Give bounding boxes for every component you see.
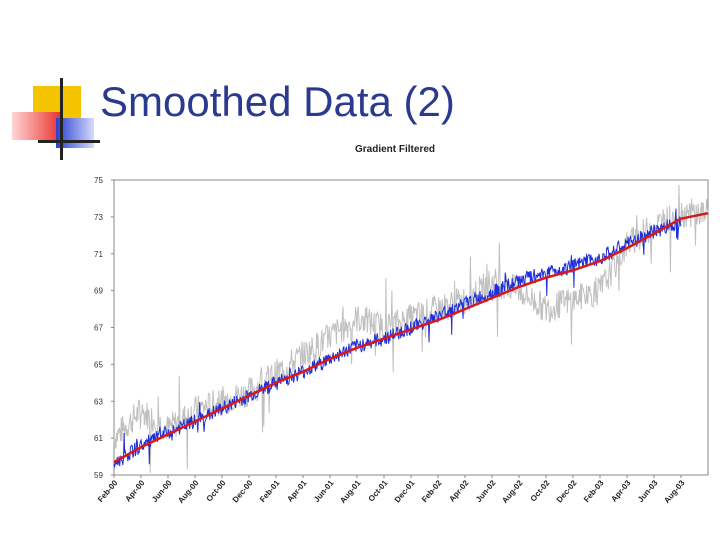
y-tick-label: 69: [94, 287, 103, 296]
x-tick-label: Aug-01: [338, 478, 363, 505]
chart-title: Gradient Filtered: [354, 144, 435, 155]
x-tick-label: Jun-02: [474, 478, 498, 504]
red-square-decoration: [12, 112, 62, 140]
horizontal-rule-decoration: [38, 140, 100, 143]
x-tick-label: Feb-03: [582, 478, 606, 504]
x-tick-label: Feb-01: [258, 478, 282, 504]
x-tick-label: Apr-02: [447, 478, 471, 504]
x-tick-label: Dec-02: [555, 478, 579, 504]
x-tick-label: Aug-03: [662, 478, 687, 505]
x-tick-label: Apr-03: [609, 478, 633, 504]
x-tick-label: Aug-00: [176, 478, 201, 505]
x-tick-label: Apr-00: [123, 478, 147, 504]
slide-title: Smoothed Data (2): [100, 78, 455, 125]
x-tick-label: Oct-00: [205, 478, 228, 503]
y-tick-label: 65: [94, 360, 103, 369]
y-tick-label: 61: [94, 434, 103, 443]
y-tick-label: 63: [94, 397, 103, 406]
y-tick-label: 73: [94, 213, 103, 222]
vertical-rule-decoration: [60, 78, 63, 160]
x-tick-label: Dec-01: [393, 478, 417, 504]
y-tick-label: 67: [94, 324, 103, 333]
gradient-filtered-series: [113, 208, 682, 468]
x-tick-label: Dec-00: [231, 478, 255, 504]
x-tick-label: Feb-02: [420, 478, 444, 504]
x-tick-label: Jun-01: [312, 478, 336, 504]
y-tick-label: 59: [94, 471, 103, 480]
x-tick-label: Feb-00: [96, 478, 120, 504]
x-tick-label: Oct-01: [367, 478, 390, 503]
x-tick-label: Jun-03: [636, 478, 660, 504]
x-tick-label: Jun-00: [150, 478, 174, 504]
x-tick-label: Apr-01: [285, 478, 309, 504]
smoothed-trend-series: [113, 211, 709, 464]
x-tick-label: Oct-02: [529, 478, 552, 503]
y-tick-label: 71: [94, 250, 103, 259]
y-tick-label: 75: [94, 176, 103, 185]
x-tick-label: Aug-02: [500, 478, 525, 505]
